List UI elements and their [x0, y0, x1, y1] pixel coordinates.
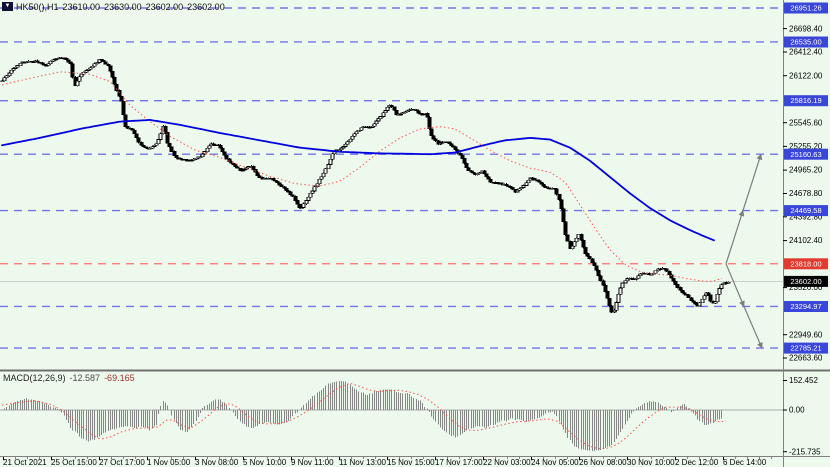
price-tick-label: 26412.40 [789, 48, 823, 57]
projection-up-segment-2[interactable] [742, 153, 763, 211]
price-tag-25816.19 [784, 95, 828, 107]
time-tick-label: 3 Nov 08:00 [195, 458, 239, 467]
time-tick-label: 2 Dec 12:00 [675, 458, 719, 467]
price-tick-label: 23526.00 [789, 283, 823, 292]
symbol-title: HK50(),H1 [16, 1, 59, 12]
ohlc-close: 23602.00 [187, 1, 225, 12]
time-tick-label: 6 Dec 14:00 [723, 458, 767, 467]
price-tags: 26951.26 26535.00 25816.19 25160.63 24469.58… [784, 2, 828, 354]
macd-axis: 152.452 0.00 -215.735 [783, 376, 821, 456]
price-tag-label: 26951.26 [790, 4, 821, 13]
time-tick-label: 9 Nov 11:00 [291, 458, 334, 467]
price-tag-25160.63 [784, 148, 828, 160]
price-tag-label: 23818.00 [790, 259, 821, 268]
ohlc-low: 23602.00 [145, 1, 184, 12]
macd-tick-label: 152.452 [789, 376, 818, 385]
time-tick-label: 24 Nov 05:00 [531, 458, 579, 467]
price-tag-label: 25816.19 [790, 96, 821, 105]
macd-tick-label: -215.735 [789, 447, 821, 456]
time-tick-label: 27 Oct 17:00 [99, 458, 145, 467]
price-tick-label: 25255.20 [789, 142, 823, 151]
macd-histogram [2, 380, 722, 452]
time-tick-label: 30 Nov 10:00 [627, 458, 675, 467]
price-tag-23294.97 [784, 301, 828, 312]
ohlc-high: 23630.00 [104, 1, 142, 12]
price-tick-label: 24102.40 [789, 236, 823, 245]
price-tick-label: 26698.40 [789, 24, 823, 33]
price-tag-22785.21 [784, 342, 828, 354]
chart-title-bar: ▼ HK50(),H1 23610.00 23630.00 23602.00 2… [2, 1, 229, 12]
price-tick-label: 22663.60 [789, 354, 823, 363]
price-tick-label: 22949.60 [789, 330, 823, 339]
time-tick-label: 15 Nov 15:00 [387, 458, 435, 467]
price-tag-23602.00 [784, 275, 828, 287]
price-tick-label: 26122.00 [789, 71, 823, 80]
price-tag-label: 23294.97 [790, 302, 821, 311]
time-axis: 21 Oct 2021 25 Oct 15:00 27 Oct 17:00 1 Nov… [3, 457, 772, 467]
time-tick-label: 22 Nov 03:00 [483, 458, 531, 467]
ma-red-dotted-line [1, 71, 723, 282]
symbol-dropdown-icon[interactable]: ▼ [2, 2, 13, 11]
price-axis: 26698.40 26412.40 26122.00 25545.60 25255.20… [783, 24, 823, 363]
ohlc-open: 23610.00 [62, 1, 101, 12]
time-tick-label: 25 Oct 15:00 [51, 458, 97, 467]
price-tag-label: 25160.63 [790, 150, 821, 159]
macd-label: MACD(12,26,9) [3, 373, 66, 383]
time-tick-label: 26 Nov 08:00 [579, 458, 627, 467]
macd-signal-value: -69.165 [104, 373, 135, 383]
price-levels [0, 7, 783, 349]
price-tag-26951.26 [784, 2, 828, 14]
candlestick-series [0, 57, 731, 313]
ma-blue-line [1, 118, 715, 242]
price-tag-label: 26535.00 [790, 38, 821, 47]
macd-tick-label: 0.00 [789, 406, 805, 415]
macd-main-value: -12.587 [69, 373, 101, 383]
price-tag-label: 24469.58 [790, 206, 821, 215]
macd-indicator-header: MACD(12,26,9) -12.587 -69.165 [3, 373, 135, 383]
time-tick-label: 11 Nov 13:00 [339, 458, 387, 467]
time-tick-label: 5 Nov 10:00 [243, 458, 287, 467]
price-tick-label: 24965.20 [789, 166, 823, 175]
projection-down-segment-2[interactable] [743, 306, 763, 349]
projection-up-segment-1[interactable] [725, 210, 745, 264]
price-tag-label: 23602.00 [790, 277, 821, 286]
time-tick-label: 21 Oct 2021 [3, 458, 47, 467]
price-tag-24469.58 [784, 205, 828, 217]
price-tag-label: 22785.21 [790, 344, 821, 353]
price-tick-label: 24678.80 [789, 189, 823, 198]
projection-down-segment-1[interactable] [725, 263, 745, 308]
time-tick-label: 1 Nov 05:00 [147, 458, 191, 467]
price-tick-label: 24392.80 [789, 212, 823, 221]
price-tick-label: 25545.60 [789, 118, 823, 127]
time-tick-label: 17 Nov 17:00 [435, 458, 483, 467]
projection-arrows[interactable] [725, 153, 763, 349]
price-tag-26535.00 [784, 36, 828, 48]
price-tag-23818.00 [784, 258, 828, 270]
